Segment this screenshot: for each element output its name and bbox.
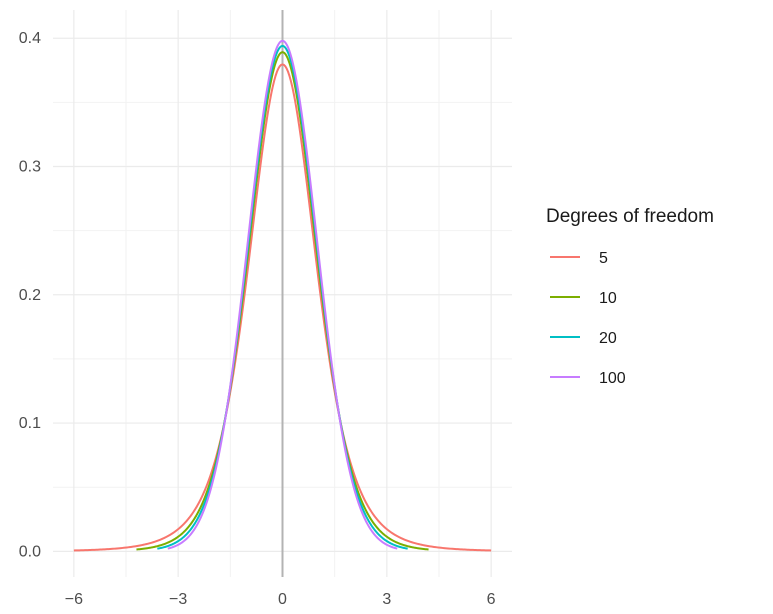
legend: Degrees of freedom 5 10 20 100 xyxy=(546,206,714,387)
series-line-df-5 xyxy=(73,63,492,552)
legend-items: 5 10 20 100 xyxy=(550,250,626,387)
y-tick-label: 0.2 xyxy=(19,287,41,304)
x-tick-label: 6 xyxy=(487,591,496,608)
legend-label: 10 xyxy=(599,290,617,307)
legend-item-df-20: 20 xyxy=(550,330,617,347)
legend-item-df-5: 5 xyxy=(550,250,608,267)
legend-label: 100 xyxy=(599,370,626,387)
legend-label: 20 xyxy=(599,330,617,347)
series-lines xyxy=(73,39,492,552)
x-tick-label: −3 xyxy=(169,591,187,608)
legend-label: 5 xyxy=(599,250,608,267)
y-tick-label: 0.4 xyxy=(19,30,41,47)
x-tick-label: 3 xyxy=(382,591,391,608)
x-axis-tick-labels: −6 −3 0 3 6 xyxy=(65,591,496,608)
series-line-df-10 xyxy=(136,51,429,551)
y-axis-tick-labels: 0.0 0.1 0.2 0.3 0.4 xyxy=(19,30,41,560)
legend-item-df-10: 10 xyxy=(550,290,617,307)
y-tick-label: 0.1 xyxy=(19,415,41,432)
legend-item-df-100: 100 xyxy=(550,370,626,387)
x-tick-label: −6 xyxy=(65,591,83,608)
y-tick-label: 0.3 xyxy=(19,159,41,176)
legend-title: Degrees of freedom xyxy=(546,206,714,227)
series-line-df-100 xyxy=(167,39,398,550)
series-line-df-20 xyxy=(157,44,408,550)
y-tick-label: 0.0 xyxy=(19,543,41,560)
x-tick-label: 0 xyxy=(278,591,287,608)
